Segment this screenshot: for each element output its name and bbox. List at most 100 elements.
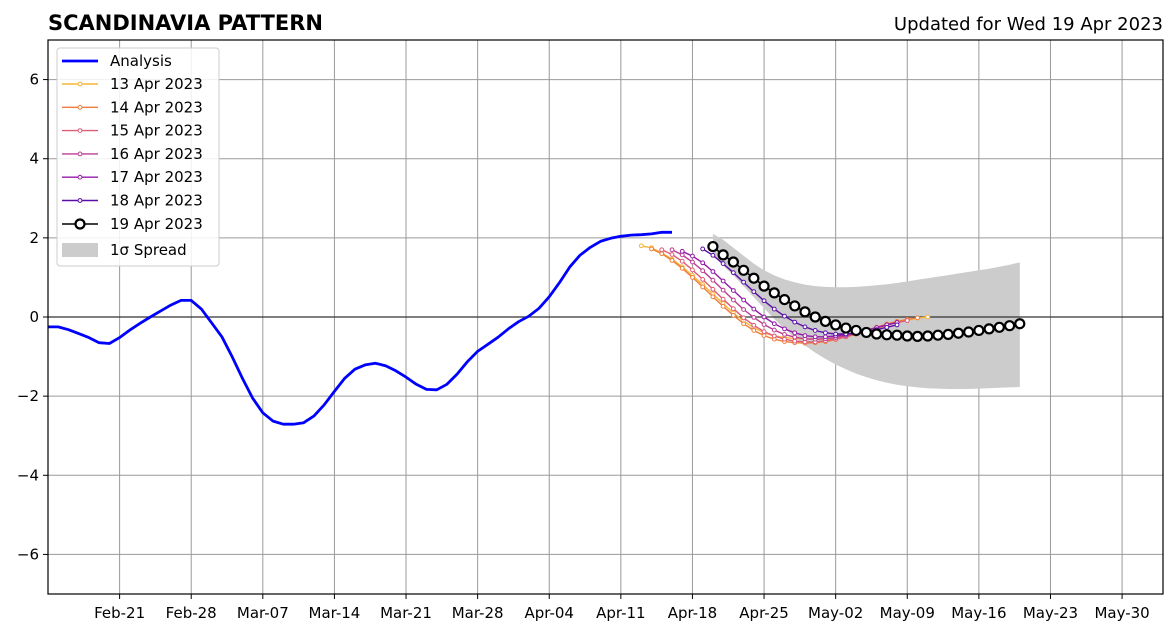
current-forecast-point [707, 240, 719, 253]
y-tick-label: 6 [29, 71, 39, 89]
forecast-point [894, 322, 900, 328]
current-forecast-point [973, 324, 985, 337]
x-tick-label: Mar-14 [309, 604, 361, 622]
current-forecast-point [778, 293, 791, 306]
forecast-point [771, 333, 777, 339]
forecast-point [782, 326, 787, 332]
x-tick-label: Mar-28 [452, 604, 504, 622]
legend-marker-forecast [77, 198, 83, 203]
forecast-point [700, 268, 706, 274]
legend-box [56, 47, 220, 267]
current-forecast-point [840, 322, 852, 334]
current-forecast-point [737, 264, 750, 276]
forecast-point [710, 286, 716, 292]
forecast-point [833, 331, 839, 337]
x-tick-label: Feb-28 [166, 604, 217, 622]
forecast-point [751, 306, 757, 312]
forecast-point [638, 243, 644, 249]
current-forecast-point [932, 329, 944, 341]
forecast-point [690, 259, 695, 265]
x-tick-label: May-09 [880, 604, 935, 622]
x-tick-label: Apr-11 [596, 604, 646, 622]
y-tick-label: −2 [17, 387, 39, 405]
forecast-point [690, 275, 695, 280]
x-tick-label: Apr-25 [739, 604, 789, 622]
forecast-point [792, 330, 798, 336]
forecast-point [669, 258, 675, 263]
legend-label-forecast: 16 Apr 2023 [110, 145, 203, 163]
current-forecast-point [993, 321, 1005, 333]
forecast-point [730, 313, 736, 318]
forecast-point [761, 333, 767, 338]
forecast-point [700, 260, 706, 266]
chart-title: SCANDINAVIA PATTERN [48, 11, 323, 35]
forecast-point [761, 298, 767, 304]
forecast-point [761, 329, 767, 335]
forecast-point [751, 322, 757, 328]
forecast-point [884, 324, 890, 330]
forecast-point [823, 330, 828, 336]
forecast-point [771, 306, 777, 312]
forecast-point [802, 333, 808, 338]
x-tick-label: Feb-21 [94, 604, 145, 622]
forecast-point [751, 328, 757, 333]
forecast-point [915, 315, 920, 321]
x-tick-label: Mar-07 [237, 604, 289, 622]
forecast-point [771, 327, 777, 333]
forecast-point [720, 296, 726, 302]
legend-swatch-spread [62, 243, 98, 257]
forecast-point [751, 314, 757, 320]
y-tick-label: 4 [29, 150, 39, 168]
forecast-point [679, 258, 685, 264]
current-forecast-point [870, 328, 883, 340]
analysis-line [48, 230, 672, 426]
current-forecast-point [748, 272, 760, 284]
legend-marker-current [74, 218, 86, 230]
current-forecast-point [830, 319, 842, 331]
legend: Analysis 13 Apr 2023 14 Apr 2023 15 Apr 202… [56, 47, 220, 267]
forecast-point [761, 322, 767, 327]
forecast-point [730, 270, 736, 276]
x-tick-label: May-23 [1023, 604, 1078, 622]
current-forecast-point [768, 287, 780, 299]
forecast-point [710, 294, 716, 300]
x-tick-label: Apr-18 [668, 604, 718, 622]
current-forecast-point [850, 324, 862, 337]
forecast-point [659, 247, 665, 253]
forecast-point [730, 288, 736, 293]
forecast-point [730, 297, 736, 303]
forecast-point [700, 284, 706, 290]
forecast-point [741, 315, 746, 321]
current-forecast-point [717, 249, 729, 261]
current-forecast-point [1003, 320, 1016, 332]
current-forecast-point [1014, 318, 1026, 330]
forecast-point [649, 246, 654, 252]
current-forecast-point [901, 330, 913, 342]
forecast-point [792, 319, 798, 325]
forecast-point [741, 321, 746, 327]
x-tick-label: Mar-21 [380, 604, 432, 622]
forecast-point [669, 247, 675, 253]
x-tick-label: Apr-04 [524, 604, 574, 622]
forecast-point [792, 334, 798, 340]
legend-marker-forecast [77, 128, 83, 134]
forecast-point [782, 332, 787, 337]
current-forecast-point [799, 306, 811, 318]
legend-label-forecast: 18 Apr 2023 [110, 192, 203, 210]
current-forecast-point [758, 280, 770, 292]
legend-label-forecast: 15 Apr 2023 [110, 122, 203, 140]
forecast-point [700, 277, 706, 282]
current-forecast-point [891, 329, 903, 341]
current-forecast-point [809, 311, 821, 323]
forecast-point [812, 328, 818, 333]
current-forecast-point [860, 326, 872, 339]
forecast-point [659, 251, 665, 257]
forecast-point [730, 306, 736, 312]
forecast-point [741, 279, 746, 285]
forecast-point [720, 261, 726, 266]
x-tick-label: May-30 [1094, 604, 1149, 622]
forecast-point [792, 338, 798, 344]
forecast-point [679, 248, 685, 254]
current-forecast-point [942, 328, 954, 341]
